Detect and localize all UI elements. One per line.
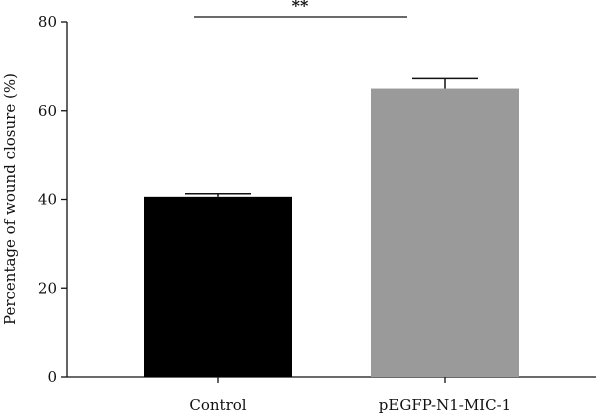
bar xyxy=(144,196,292,377)
bars xyxy=(144,77,519,377)
x-tick-label: pEGFP-N1-MIC-1 xyxy=(379,396,511,414)
y-tick-label: 20 xyxy=(38,279,57,297)
labels: 0 20 40 60 80 Control pEGFP-N1-MIC-1 xyxy=(38,13,511,414)
bar xyxy=(371,88,519,377)
x-tick-label: Control xyxy=(189,396,246,414)
y-tick-label: 60 xyxy=(38,102,57,120)
y-tick-label: 80 xyxy=(38,13,57,31)
y-tick-label: 0 xyxy=(47,368,57,386)
y-tick-label: 40 xyxy=(38,191,57,209)
y-axis-label: Percentage of wound closure (%) xyxy=(1,73,19,325)
significance-label: ** xyxy=(292,0,309,15)
